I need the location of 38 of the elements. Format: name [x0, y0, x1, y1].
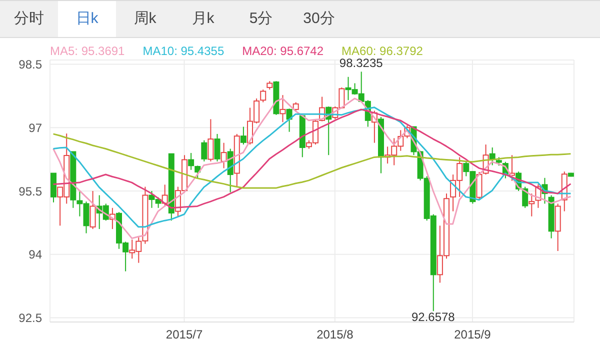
- annotation: 98.3235: [338, 56, 384, 70]
- candlestick: [50, 172, 56, 203]
- line-series: [52, 133, 572, 189]
- candlestick: [286, 108, 292, 132]
- text: 分时: [13, 9, 45, 29]
- candlestick: [188, 152, 194, 170]
- annotation: 92.6578: [410, 310, 456, 324]
- x-tick-label: 2015/7: [166, 328, 203, 342]
- candlestick: [162, 184, 168, 206]
- text: 5分: [248, 9, 274, 29]
- candlestick: [522, 186, 528, 208]
- text: 月k: [190, 9, 216, 29]
- candlestick: [476, 171, 482, 200]
- y-tick-label: 95.5: [18, 184, 42, 198]
- y-tick-label: 92.5: [18, 311, 42, 326]
- text: MA5: 95.3691: [50, 44, 125, 58]
- candlestick: [90, 190, 96, 230]
- candlestick: [208, 118, 214, 162]
- candlestick: [489, 146, 496, 166]
- candlestick: [220, 142, 227, 169]
- candlestick: [194, 165, 201, 179]
- candlestick: [214, 133, 220, 162]
- y-tick-label: 97: [28, 120, 42, 135]
- y-tick-label: 94: [28, 248, 42, 262]
- candlestick: [280, 94, 286, 123]
- text: 30分: [302, 9, 336, 29]
- candlestick: [260, 89, 266, 103]
- candlestick: [240, 126, 246, 146]
- x-tick-label: 2015/8: [316, 328, 354, 342]
- candlestick: [528, 193, 535, 217]
- text: 周k: [132, 9, 158, 29]
- x-tick-label: 2015/9: [454, 328, 492, 342]
- candlestick: [201, 140, 208, 162]
- y-tick-label: 98.5: [18, 57, 42, 72]
- text: 日k: [58, 1, 116, 37]
- text: MA60: 96.3792: [342, 44, 423, 58]
- text: MA10: 95.4355: [142, 44, 224, 58]
- text: MA20: 95.6742: [242, 44, 324, 58]
